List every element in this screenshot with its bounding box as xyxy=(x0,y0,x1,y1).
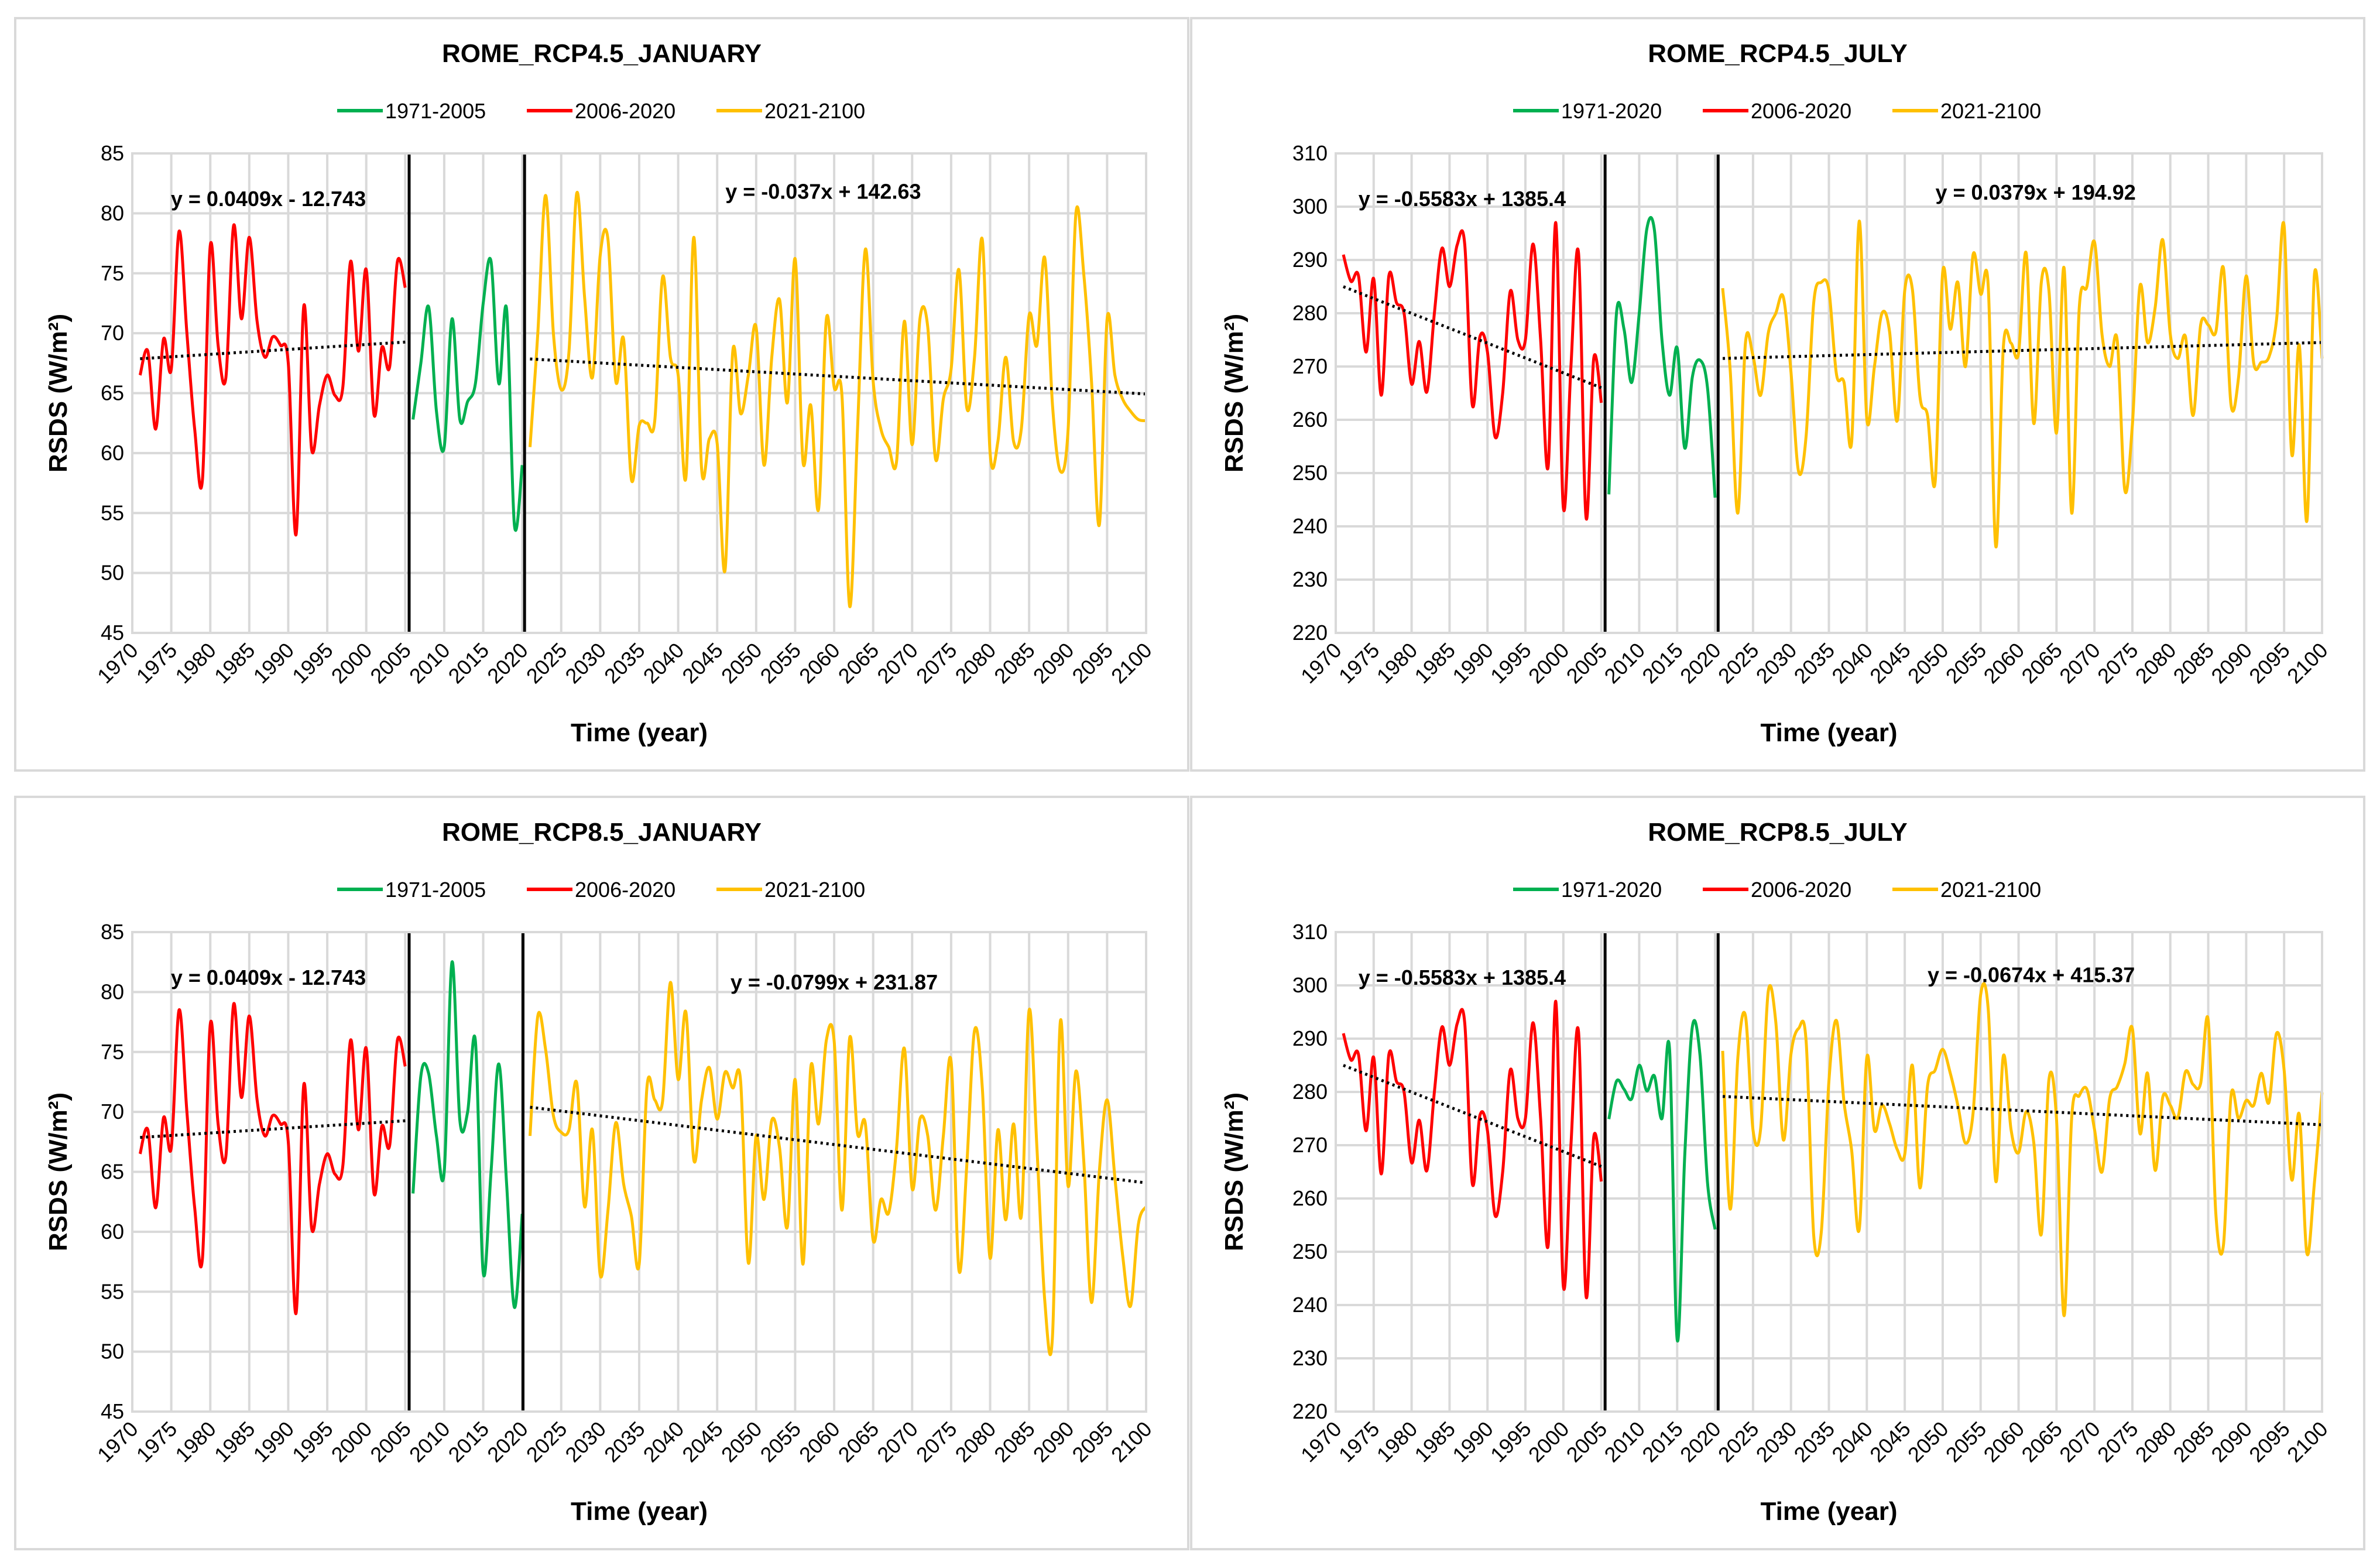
trendline-equation: y = 0.0409x - 12.743 xyxy=(171,187,366,211)
trendline xyxy=(1722,341,2323,360)
series-line-2006-2020 xyxy=(1607,1019,1717,1343)
legend-label: 2021-2100 xyxy=(764,99,865,123)
legend-label: 2006-2020 xyxy=(575,878,675,902)
y-tick-label: 230 xyxy=(1292,567,1328,591)
y-tick-label: 300 xyxy=(1292,973,1328,997)
series-line-1971-2005 xyxy=(138,1002,407,1316)
y-tick-label: 220 xyxy=(1292,1399,1328,1423)
y-tick-label: 290 xyxy=(1292,1026,1328,1050)
series-line-2021-2100 xyxy=(529,981,1148,1357)
series-line-1971-2005 xyxy=(1342,221,1603,521)
y-tick-label: 260 xyxy=(1292,1186,1328,1210)
y-tick-label: 280 xyxy=(1292,1080,1328,1104)
trendline xyxy=(530,1105,1147,1184)
trendline-equation: y = -0.0674x + 415.37 xyxy=(1928,963,2135,987)
chart-title: ROME_RCP8.5_JANUARY xyxy=(442,818,762,847)
trendline-equation: y = -0.5583x + 1385.4 xyxy=(1359,187,1566,211)
y-tick-label: 70 xyxy=(101,1100,124,1124)
y-tick-label: 60 xyxy=(101,441,124,465)
y-tick-label: 85 xyxy=(101,141,124,165)
x-axis-title: Time (year) xyxy=(571,718,708,747)
legend-label: 2006-2020 xyxy=(575,99,675,123)
y-axis-title: RSDS (W/m²) xyxy=(1220,314,1249,472)
y-tick-label: 80 xyxy=(101,980,124,1004)
legend-label: 2006-2020 xyxy=(1751,99,1851,123)
chart-title: ROME_RCP4.5_JULY xyxy=(1648,39,1907,68)
plot-area xyxy=(1335,152,2323,634)
y-tick-label: 75 xyxy=(101,1040,124,1064)
y-tick-label: 240 xyxy=(1292,514,1328,538)
y-tick-label: 310 xyxy=(1292,141,1328,165)
trendline-equation: y = 0.0379x + 194.92 xyxy=(1935,180,2135,204)
chart-panel: ROME_RCP8.5_JULY 1971-2020 2006-2020 2021-2… xyxy=(1190,796,2365,1550)
y-tick-label: 230 xyxy=(1292,1346,1328,1370)
y-tick-label: 85 xyxy=(101,920,124,944)
y-tick-label: 250 xyxy=(1292,461,1328,485)
y-tick-label: 50 xyxy=(101,1340,124,1364)
y-tick-label: 50 xyxy=(101,561,124,585)
trendline-equation: y = -0.0799x + 231.87 xyxy=(731,970,938,994)
legend-label: 2006-2020 xyxy=(1751,878,1851,902)
trendline-equation: y = -0.5583x + 1385.4 xyxy=(1359,965,1566,989)
panel-border xyxy=(1190,796,2365,1550)
plot-area xyxy=(131,931,1147,1413)
x-axis-title: Time (year) xyxy=(571,1497,708,1526)
y-tick-label: 65 xyxy=(101,1160,124,1184)
legend-label: 2021-2100 xyxy=(1940,878,2041,902)
y-tick-label: 270 xyxy=(1292,354,1328,378)
chart-title: ROME_RCP8.5_JULY xyxy=(1648,818,1907,847)
series-line-2006-2020 xyxy=(411,256,524,532)
y-tick-label: 45 xyxy=(101,1399,124,1423)
chart-panel: ROME_RCP8.5_JANUARY 1971-2005 2006-2020 202… xyxy=(14,796,1189,1550)
trendline-equation: y = -0.037x + 142.63 xyxy=(725,180,921,204)
y-tick-label: 55 xyxy=(101,1279,124,1303)
y-tick-label: 260 xyxy=(1292,407,1328,432)
y-tick-label: 280 xyxy=(1292,301,1328,325)
trendline-equation: y = 0.0409x - 12.743 xyxy=(171,965,366,989)
series-line-1971-2005 xyxy=(1342,999,1603,1300)
y-tick-label: 60 xyxy=(101,1220,124,1244)
y-tick-label: 220 xyxy=(1292,621,1328,645)
chart-title: ROME_RCP4.5_JANUARY xyxy=(442,39,762,68)
y-tick-label: 55 xyxy=(101,501,124,525)
legend-label: 1971-2005 xyxy=(385,99,486,123)
legend-label: 1971-2005 xyxy=(385,878,486,902)
series-line-2006-2020 xyxy=(1607,215,1717,498)
y-axis-title: RSDS (W/m²) xyxy=(1220,1093,1249,1251)
plot-area xyxy=(1335,931,2323,1413)
x-axis-title: Time (year) xyxy=(1761,718,1898,747)
legend-label: 2021-2100 xyxy=(764,878,865,902)
chart-panel: ROME_RCP4.5_JULY 1971-2020 2006-2020 2021-2… xyxy=(1190,17,2365,772)
series-line-1971-2005 xyxy=(138,223,407,537)
plot-area xyxy=(131,152,1147,634)
y-axis-title: RSDS (W/m²) xyxy=(44,1093,73,1251)
x-axis-title: Time (year) xyxy=(1761,1497,1898,1526)
series-line-2021-2100 xyxy=(529,191,1147,608)
y-tick-label: 70 xyxy=(101,321,124,345)
y-tick-label: 270 xyxy=(1292,1133,1328,1157)
series-line-2021-2100 xyxy=(1721,982,2324,1317)
y-tick-label: 240 xyxy=(1292,1293,1328,1317)
y-tick-label: 80 xyxy=(101,201,124,225)
panel-border xyxy=(1190,17,2365,772)
y-tick-label: 300 xyxy=(1292,194,1328,218)
y-tick-label: 65 xyxy=(101,381,124,405)
trendline xyxy=(1722,1095,2323,1126)
y-tick-label: 75 xyxy=(101,261,124,285)
y-tick-label: 310 xyxy=(1292,920,1328,944)
legend-label: 1971-2020 xyxy=(1561,878,1662,902)
chart-panel: ROME_RCP4.5_JANUARY 1971-2005 2006-2020 202… xyxy=(14,17,1189,772)
legend-label: 1971-2020 xyxy=(1561,99,1662,123)
y-tick-label: 250 xyxy=(1292,1239,1328,1263)
y-tick-label: 45 xyxy=(101,621,124,645)
legend-label: 2021-2100 xyxy=(1940,99,2041,123)
y-axis-title: RSDS (W/m²) xyxy=(44,314,73,472)
y-tick-label: 290 xyxy=(1292,248,1328,272)
series-line-2006-2020 xyxy=(411,960,524,1309)
